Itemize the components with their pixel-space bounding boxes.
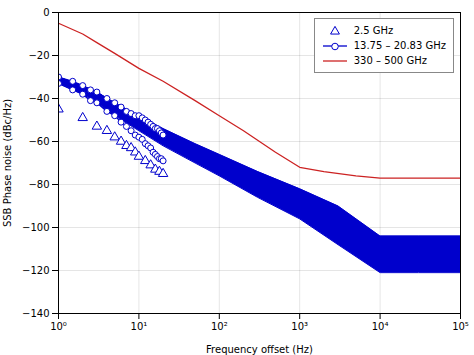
svg-text:SSB Phase noise (dBc/Hz): SSB Phase noise (dBc/Hz) (2, 99, 13, 227)
svg-text:10⁰: 10⁰ (50, 321, 67, 332)
html-text:330 – 500 GHz: 330 – 500 GHz (353, 55, 427, 66)
svg-text:10²: 10² (211, 321, 228, 332)
svg-text:−100: −100 (22, 222, 49, 233)
svg-text:10³: 10³ (291, 321, 308, 332)
svg-text:−80: −80 (28, 179, 49, 190)
svg-text:10¹: 10¹ (131, 321, 148, 332)
html-text:13.75 – 20.83 GHz: 13.75 – 20.83 GHz (353, 40, 446, 51)
svg-text:−40: −40 (28, 93, 49, 104)
svg-text:0: 0 (43, 7, 49, 18)
svg-text:Frequency offset (Hz): Frequency offset (Hz) (206, 344, 313, 355)
svg-text:10⁵: 10⁵ (452, 321, 469, 332)
svg-text:10⁴: 10⁴ (372, 321, 389, 332)
html-text:2.5 GHz: 2.5 GHz (353, 25, 394, 36)
svg-text:−140: −140 (22, 308, 49, 319)
svg-text:−120: −120 (22, 265, 49, 276)
svg-text:−20: −20 (28, 50, 49, 61)
svg-text:−60: −60 (28, 136, 49, 147)
